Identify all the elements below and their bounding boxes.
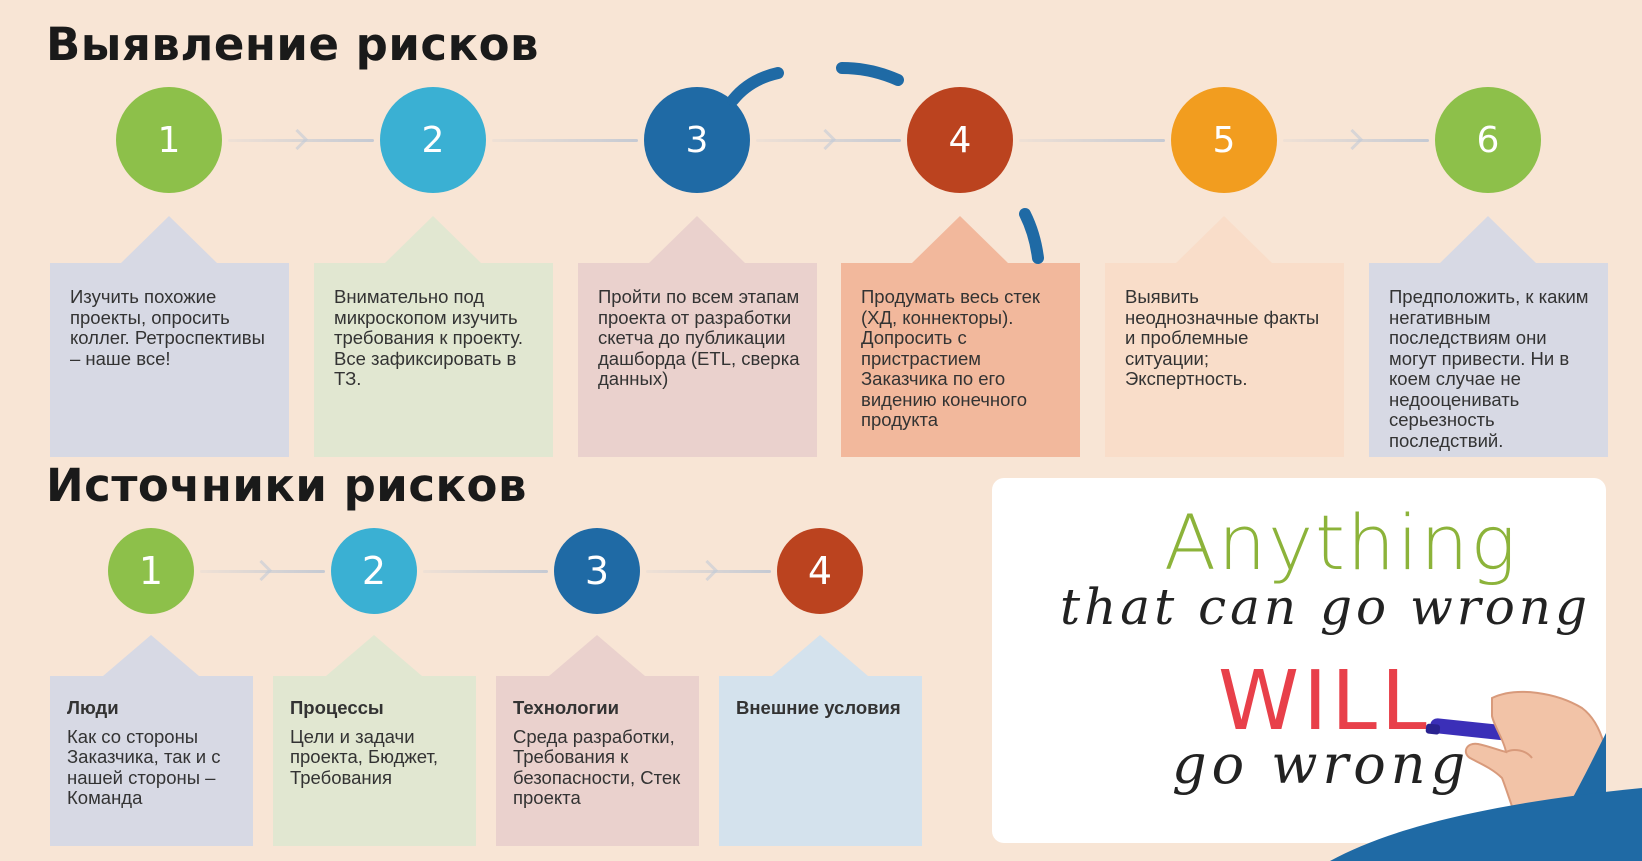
chevron-right-icon: [696, 559, 719, 582]
step-number-circle: 1: [116, 87, 222, 193]
chevron-right-icon: [814, 128, 837, 151]
source-number-circle: 3: [554, 528, 640, 614]
section-title-identification: Выявление рисков: [46, 18, 540, 71]
source-card: Технологии Среда разработки, Требования к…: [496, 676, 699, 846]
step-card-text: Выявить неоднозначные факты и проблемные…: [1125, 286, 1320, 389]
source-number-circle: 1: [108, 528, 194, 614]
card-pointer: [912, 216, 1008, 263]
source-card: Процессы Цели и задачи проекта, Бюджет, Т…: [273, 676, 476, 846]
source-card-text: Цели и задачи проекта, Бюджет, Требовани…: [290, 725, 439, 788]
chevron-right-icon: [286, 128, 309, 151]
card-pointer: [103, 635, 199, 676]
chevron-right-icon: [250, 559, 273, 582]
quote-line-that-can-go-wrong: that can go wrong: [1060, 578, 1592, 636]
step-connector: [1019, 139, 1165, 142]
blue-corner-decoration: [1330, 788, 1642, 861]
source-card-text: Среда разработки, Требования к безопасно…: [513, 725, 681, 808]
card-pointer: [121, 216, 217, 263]
card-pointer: [1176, 216, 1272, 263]
source-card: Люди Как со стороны Заказчика, так и с на…: [50, 676, 253, 846]
quote-line-go-wrong: go wrong: [1172, 733, 1471, 796]
step-card: Внимательно под микроскопом изучить треб…: [314, 263, 553, 457]
card-pointer: [326, 635, 422, 676]
source-card-heading: Процессы: [290, 697, 384, 718]
source-card-heading: Технологии: [513, 697, 619, 718]
step-card-text: Продумать весь стек (ХД, коннекторы). До…: [861, 286, 1040, 430]
step-connector: [200, 570, 325, 573]
step-connector: [756, 139, 901, 142]
source-number-circle: 2: [331, 528, 417, 614]
step-card: Изучить похожие проекты, опросить коллег…: [50, 263, 289, 457]
step-card: Пройти по всем этапам проекта от разрабо…: [578, 263, 817, 457]
step-card: Выявить неоднозначные факты и проблемные…: [1105, 263, 1344, 457]
source-card: Внешние условия: [719, 676, 922, 846]
step-card-text: Предположить, к каким негативным последс…: [1389, 286, 1589, 451]
step-connector: [1283, 139, 1429, 142]
step-connector: [646, 570, 771, 573]
step-card: Продумать весь стек (ХД, коннекторы). До…: [841, 263, 1080, 457]
step-card-text: Пройти по всем этапам проекта от разрабо…: [598, 286, 800, 389]
section-title-sources: Источники рисков: [46, 459, 527, 512]
quote-line-anything: Anything: [1164, 498, 1518, 587]
source-card-heading: Внешние условия: [736, 697, 901, 718]
step-connector: [492, 139, 638, 142]
step-card: Предположить, к каким негативным последс…: [1369, 263, 1608, 457]
card-pointer: [385, 216, 481, 263]
step-number-circle: 3: [644, 87, 750, 193]
card-pointer: [649, 216, 745, 263]
quote-image: Anything that can go wrong WILL go wrong: [992, 478, 1606, 843]
step-connector: [423, 570, 548, 573]
step-number-circle: 5: [1171, 87, 1277, 193]
source-number-circle: 4: [777, 528, 863, 614]
chevron-right-icon: [1341, 128, 1364, 151]
quote-line-will: WILL: [1218, 654, 1431, 749]
step-card-text: Изучить похожие проекты, опросить коллег…: [70, 286, 265, 369]
step-connector: [228, 139, 374, 142]
card-pointer: [549, 635, 645, 676]
source-card-heading: Люди: [67, 697, 119, 718]
step-number-circle: 4: [907, 87, 1013, 193]
source-card-text: Как со стороны Заказчика, так и с нашей …: [67, 725, 221, 808]
card-pointer: [1440, 216, 1536, 263]
step-card-text: Внимательно под микроскопом изучить треб…: [334, 286, 523, 389]
step-number-circle: 6: [1435, 87, 1541, 193]
card-pointer: [772, 635, 868, 676]
step-number-circle: 2: [380, 87, 486, 193]
